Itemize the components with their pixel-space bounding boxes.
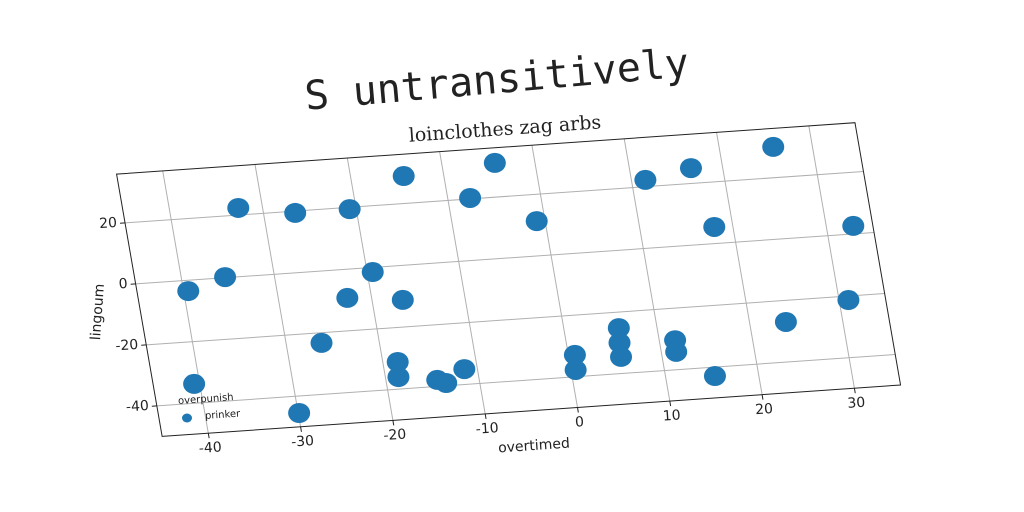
scatter-point xyxy=(391,289,414,310)
scatter-point xyxy=(665,341,688,362)
grid-line xyxy=(254,164,302,427)
x-tick xyxy=(761,394,764,400)
scatter-point xyxy=(284,202,307,223)
scatter-point xyxy=(610,346,633,367)
scatter-point xyxy=(177,281,200,302)
scatter-point xyxy=(227,197,250,218)
x-tick-label: -30 xyxy=(291,433,315,451)
scatter-point xyxy=(288,403,311,424)
chart-subtitle: loinclothes zag arbs xyxy=(408,111,602,146)
grid-line xyxy=(716,132,763,395)
plot-frame xyxy=(115,122,902,437)
x-tick xyxy=(207,433,210,439)
scatter-point xyxy=(338,199,361,220)
scatter-point xyxy=(607,318,630,339)
scatter-point xyxy=(774,311,797,332)
x-tick xyxy=(853,388,856,394)
x-tick xyxy=(669,400,672,407)
x-tick-label: -10 xyxy=(475,420,499,438)
x-tick xyxy=(577,407,579,413)
x-tick-label: 20 xyxy=(755,401,774,418)
grid-line xyxy=(125,170,864,224)
y-tick-label: -40 xyxy=(125,398,149,416)
grid-line xyxy=(439,151,486,415)
x-tick-label: 30 xyxy=(847,395,866,412)
scatter-point xyxy=(634,169,657,190)
grid-line xyxy=(808,125,855,389)
y-tick-label: 0 xyxy=(118,276,128,293)
scatter-point xyxy=(459,187,482,208)
x-tick-label: -20 xyxy=(383,427,407,445)
x-tick-label: -40 xyxy=(198,439,222,457)
scatter-point xyxy=(483,152,506,173)
scatter-point xyxy=(703,216,726,237)
scatter-point xyxy=(679,158,702,179)
x-axis-label: overtimed xyxy=(498,436,571,457)
scatter-point xyxy=(563,344,586,365)
scatter-point xyxy=(837,290,860,311)
scatter-point xyxy=(336,287,359,308)
scatter-point xyxy=(361,262,384,283)
scatter-point xyxy=(183,373,206,394)
x-tick-label: 10 xyxy=(662,407,681,424)
scatter-point xyxy=(214,267,237,288)
plot-area xyxy=(116,122,901,437)
scatter-point xyxy=(453,359,476,380)
scatter-point xyxy=(762,136,785,157)
y-tick-label: -20 xyxy=(115,337,139,355)
scatter-point xyxy=(310,332,333,353)
legend-label: prinker xyxy=(205,408,242,421)
scatter-point xyxy=(842,215,865,236)
x-tick-label: 0 xyxy=(574,414,584,431)
x-tick xyxy=(484,413,487,420)
grid-line xyxy=(146,292,885,346)
scatter-point xyxy=(392,166,415,187)
scatter-point xyxy=(703,366,726,387)
scatter-point xyxy=(525,211,548,232)
scatter-point xyxy=(387,367,410,388)
legend-marker xyxy=(182,413,192,423)
scatter-point xyxy=(435,372,458,393)
grid-line xyxy=(156,353,896,407)
grid-line xyxy=(623,138,671,402)
x-tick xyxy=(392,420,395,426)
chart-title: S untransitively xyxy=(303,40,691,119)
scatter-point xyxy=(564,359,587,380)
x-tick xyxy=(300,426,302,432)
grid-line xyxy=(135,231,875,285)
legend-title: overpunish xyxy=(178,392,234,407)
y-axis-label: lingoum xyxy=(88,283,108,341)
y-tick-label: 20 xyxy=(99,215,118,232)
scatter-point xyxy=(386,351,409,372)
